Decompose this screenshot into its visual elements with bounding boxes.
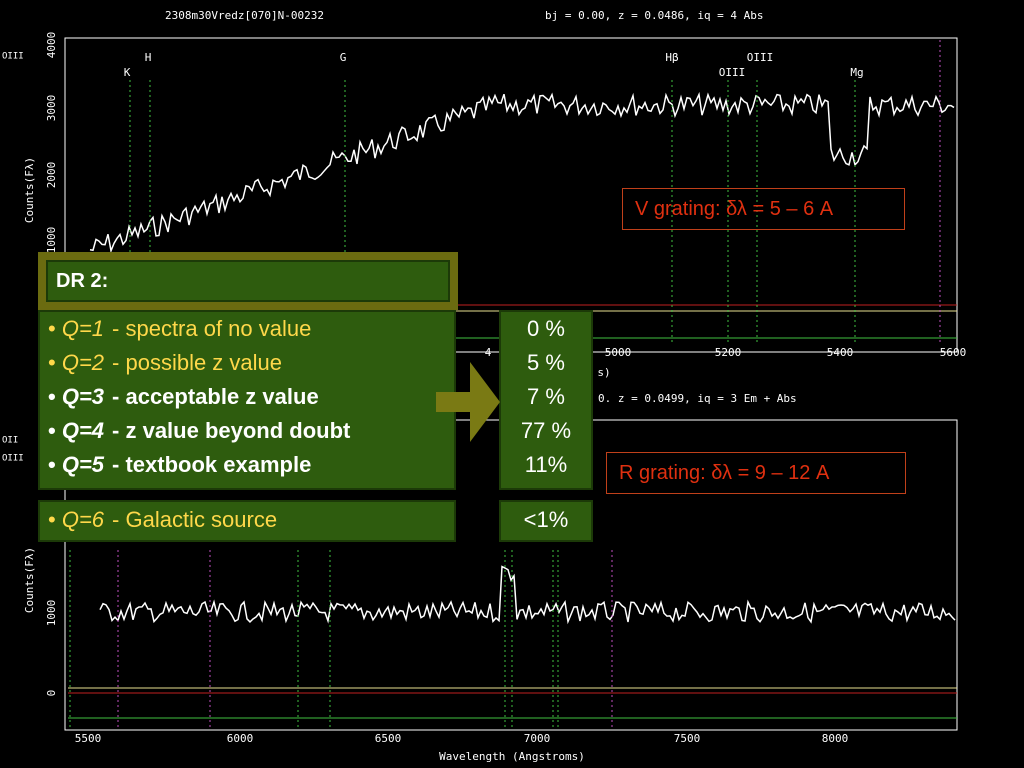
line-label: H <box>145 51 152 64</box>
quality-share: 0 % <box>527 316 565 341</box>
quality-item: • Q=5- textbook example <box>48 452 312 477</box>
quality-share-galactic: <1% <box>499 500 593 542</box>
x-axis-label: Wavelength (Angstroms) <box>439 750 585 763</box>
quality-description: - z value beyond doubt <box>112 418 351 443</box>
line-label: Mg <box>850 66 863 79</box>
line-label: G <box>340 51 347 64</box>
quality-description: - possible z value <box>112 350 283 375</box>
quality-share: 77 % <box>520 418 572 443</box>
x-tick-label: 4 <box>485 346 492 359</box>
x-tick-label: 6000 <box>227 732 254 745</box>
quality-share: <1% <box>523 507 569 532</box>
x-tick-label: 5600 <box>940 346 967 359</box>
y-tick-label: 3000 <box>45 95 58 122</box>
y-axis-label: Counts(Fλ) <box>23 547 36 613</box>
x-tick-label: 8000 <box>822 732 849 745</box>
quality-code: Q=3 <box>61 384 105 409</box>
x-tick-label: 5000 <box>605 346 632 359</box>
v-grating-note: V grating: δλ = 5 – 6 A <box>622 188 905 230</box>
x-tick-label: 5500 <box>75 732 102 745</box>
quality-shares: 0 % 5 % 7 % 77 % 11% <box>499 310 593 490</box>
quality-list: • Q=1- spectra of no value • Q=2- possibl… <box>38 310 456 490</box>
side-label: OII <box>2 436 18 446</box>
x-tick-label: 5200 <box>715 346 742 359</box>
quality-description: - textbook example <box>112 452 312 477</box>
quality-share: 7 % <box>527 384 565 409</box>
line-label: K <box>124 66 131 79</box>
quality-item: • Q=6- Galactic source <box>48 507 278 532</box>
dr-title-frame: DR 2: <box>38 252 458 310</box>
y-tick-label: 1000 <box>45 227 58 254</box>
r-grating-note: R grating: δλ = 9 – 12 A <box>606 452 906 494</box>
spectrum-trace <box>99 565 956 625</box>
y-tick-label: 1000 <box>45 600 58 627</box>
quality-share: 11% <box>524 452 568 477</box>
quality-description: - Galactic source <box>112 507 278 532</box>
quality-item: • Q=3- acceptable z value <box>48 384 319 409</box>
top-header: 2308m30Vredz[070]N-00232 <box>165 9 324 22</box>
quality-code: Q=2 <box>61 350 105 375</box>
y-axis-label: Counts(Fλ) <box>23 157 36 223</box>
quality-code: Q=4 <box>61 418 105 443</box>
quality-description: - spectra of no value <box>112 316 312 341</box>
bottom-header: 0. z = 0.0499, iq = 3 Em + Abs <box>598 392 797 405</box>
x-tick-label: 7000 <box>524 732 551 745</box>
quality-code: Q=1 <box>61 316 105 341</box>
quality-code: Q=6 <box>61 507 105 532</box>
y-tick-label: 2000 <box>45 162 58 189</box>
line-label: OIII <box>719 66 746 79</box>
y-tick-label: 4000 <box>45 32 58 59</box>
x-axis-note: s) <box>597 366 610 379</box>
y-tick-label: 0 <box>45 690 58 697</box>
side-label: OIII <box>2 52 24 62</box>
quality-share: 5 % <box>527 350 565 375</box>
top-header: bj = 0.00, z = 0.0486, iq = 4 Abs <box>545 9 764 22</box>
dr-title: DR 2: <box>46 260 450 302</box>
x-tick-label: 5400 <box>827 346 854 359</box>
line-label: Hβ <box>665 51 679 64</box>
x-tick-label: 6500 <box>375 732 402 745</box>
quality-code: Q=5 <box>61 452 105 477</box>
line-label: OIII <box>747 51 774 64</box>
quality-item: • Q=2- possible z value <box>48 350 283 375</box>
quality-item: • Q=4- z value beyond doubt <box>48 418 351 443</box>
side-label: OIII <box>2 454 24 464</box>
spectrum-trace <box>89 91 955 254</box>
quality-list-galactic: • Q=6- Galactic source <box>38 500 456 542</box>
quality-item: • Q=1- spectra of no value <box>48 316 312 341</box>
x-tick-label: 7500 <box>674 732 701 745</box>
quality-description: - acceptable z value <box>112 384 319 409</box>
